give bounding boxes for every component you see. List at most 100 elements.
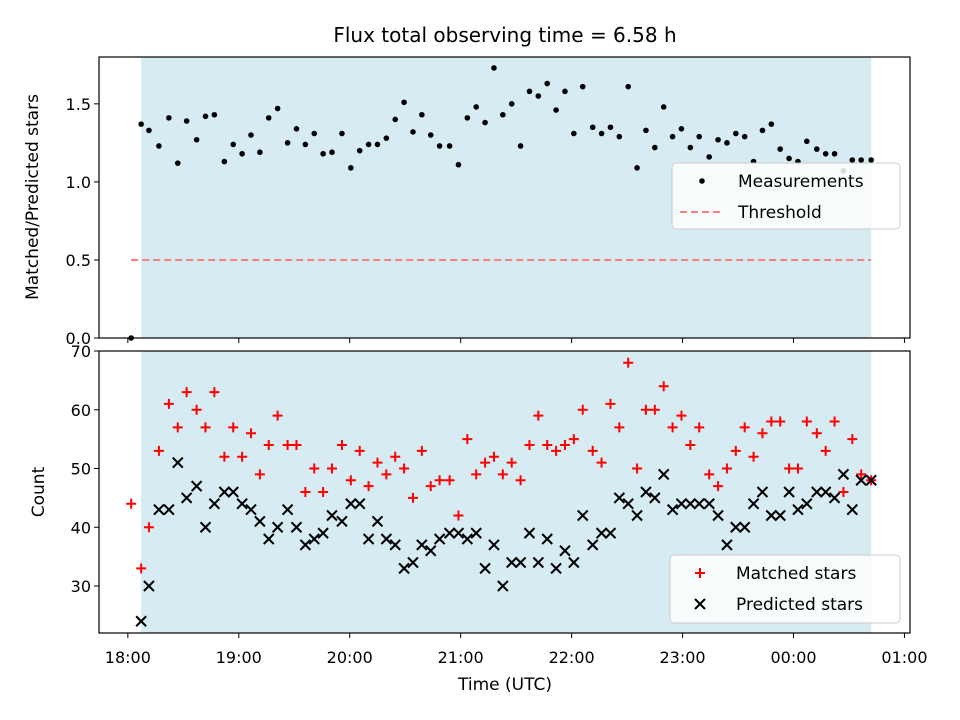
predicted-stars-point [245,503,257,516]
matched-stars-point [390,451,401,462]
predicted-stars-point [227,486,239,498]
measurements-point [553,107,559,113]
predicted-stars-point [354,498,366,510]
bottom-panel-frame [98,350,911,634]
predicted-stars-point [712,509,724,522]
measurements-point [383,135,390,141]
matched-stars-point [676,410,687,421]
predicted-stars-point [461,533,474,545]
bottom-y-tick-label: 70 [71,342,91,361]
measurements-legend-marker [699,178,705,184]
matched-stars-point [524,440,535,450]
chart-title: Flux total observing time = 6.58 h [333,23,676,47]
matched-stars-point [515,475,526,486]
predicted-stars-point [398,562,410,575]
bottom-y-tick-label: 40 [71,518,91,537]
matched-stars-point [506,457,517,468]
matched-stars-point [272,410,283,421]
matched-stars-point [282,440,293,450]
matched-stars-point [163,398,174,409]
measurements-point [678,126,685,132]
predicted-stars-point [792,503,804,516]
predicted-stars-point [604,527,617,539]
predicted-stars-point [666,503,679,516]
measurements-point [239,150,245,157]
measurements-point [293,126,300,132]
predicted-stars-point [218,486,231,498]
matched-stars-point [209,387,220,398]
predicted-stars-point [819,486,832,498]
predicted-stars-point [801,498,813,510]
predicted-stars-point [532,556,545,569]
measurements-point [320,150,326,157]
measurements-point [427,132,434,138]
matched-stars-point [730,445,741,456]
top-panel-frame [98,56,911,339]
measurements-point [436,143,443,149]
measurements-point [274,105,281,112]
predicted-stars-point [443,527,456,539]
matched-stars-point [309,463,320,474]
matched-stars-point [632,463,643,474]
matched-stars-point [318,487,329,497]
measurements-point [733,130,739,137]
matched-stars-point [739,422,750,433]
measurements-point [473,104,480,110]
bottom-y-tick-label: 60 [71,401,91,420]
matched-stars-point [568,434,579,445]
measurements-point [724,140,730,146]
matched-stars-point [792,463,803,474]
matched-stars-point [838,487,849,497]
matched-stars-point [228,422,239,433]
measurements-point [374,141,381,148]
predicted-stars-point [425,545,437,557]
measurements-point [193,136,200,143]
measurements-point [822,150,829,157]
matched-stars-point [713,481,724,492]
predicted-stars-point [506,556,518,569]
measurements-point [634,165,640,171]
measurements-point [211,111,218,118]
predicted-stars-point [371,515,384,528]
matched-stars-point [685,440,696,450]
matched-stars-point [811,428,822,439]
predicted-stars-point [774,509,786,522]
measurements-point [482,119,488,126]
predicted-stars-point [756,486,769,498]
measurements-point [202,113,209,120]
matched-stars-point [587,445,598,456]
measurements-point [814,146,820,152]
predicted-stars-point [208,498,221,510]
predicted-stars-point [649,492,661,504]
predicted-stars-point [693,498,705,510]
matched-stars-point [416,445,427,456]
x-tick-label: 19:00 [216,648,262,667]
matched-stars-point [640,404,651,415]
matched-stars-point [237,451,248,462]
predicted-stars-point [452,527,465,539]
matched-stars-point [766,416,777,427]
bottom-y-tick-label: 30 [71,577,91,596]
predicted-stars-point [143,580,155,592]
predicted-stars-point [595,527,608,539]
predicted-stars-point [738,521,751,533]
measurements-point [696,133,703,140]
measurements-point [302,141,309,148]
matched-stars-point [381,469,392,480]
predicted-stars-point [622,498,634,510]
measurements-point [138,121,144,127]
measurements-point [579,83,586,90]
predicted-stars-point [828,492,841,504]
matched-stars-point [542,440,553,450]
matched-stars-point [667,422,678,433]
predicted-stars-point [470,527,482,539]
measurements-point [759,127,766,134]
predicted-stars-point [586,539,599,551]
matched-stars-legend-label: Matched stars [736,564,856,584]
matched-stars-point [399,463,410,474]
matched-stars-point [784,463,795,474]
x-tick-label: 01:00 [881,648,927,667]
predicted-stars-point [846,503,859,516]
matched-stars-point [551,445,562,456]
